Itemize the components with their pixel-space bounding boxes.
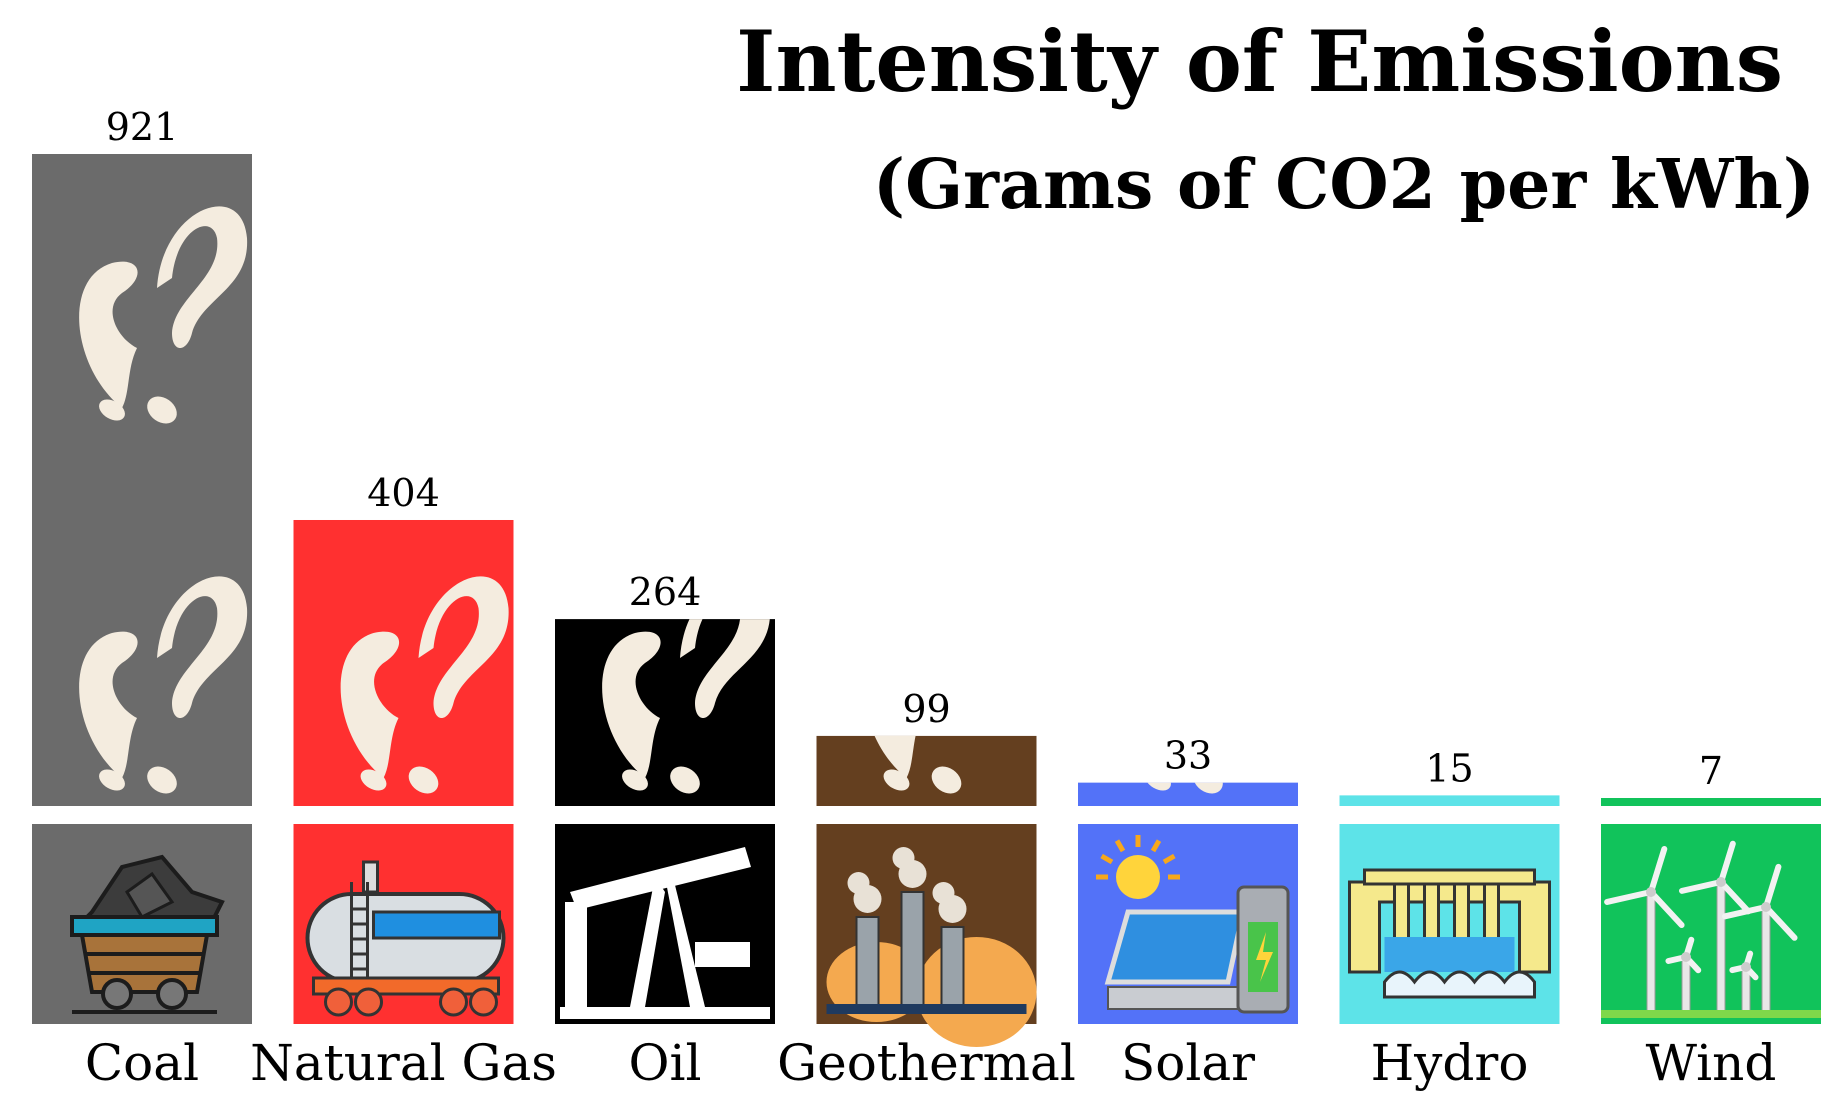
smoke-decoration bbox=[1648, 576, 1816, 799]
chart-title: Intensity of Emissions bbox=[736, 12, 1783, 111]
category-label: Natural Gas bbox=[250, 1034, 557, 1092]
smoke-droplet-shape bbox=[1145, 782, 1171, 791]
category-label: Oil bbox=[629, 1034, 702, 1092]
oil-pumpjack-icon bbox=[555, 824, 775, 1024]
smoke-droplet-shape bbox=[99, 399, 125, 421]
smoke-curl-shape bbox=[942, 576, 1032, 718]
smoke-droplet-shape bbox=[622, 769, 648, 791]
bar-group bbox=[32, 154, 252, 806]
bar-geothermal bbox=[816, 735, 1037, 806]
solar-panel-icon bbox=[1078, 824, 1298, 1024]
smoke-curl-shape bbox=[602, 631, 661, 778]
smoke-decoration bbox=[340, 576, 509, 794]
smoke-decoration bbox=[79, 206, 248, 794]
chart-subtitle: (Grams of CO2 per kWh) bbox=[872, 145, 1815, 225]
natural-gas-tanker-icon bbox=[293, 824, 514, 1024]
category-label: Solar bbox=[1121, 1034, 1255, 1092]
bar-group bbox=[1339, 576, 1560, 806]
value-label: 15 bbox=[1425, 746, 1473, 790]
bar-group bbox=[1601, 576, 1821, 806]
category-label: Coal bbox=[85, 1034, 199, 1092]
value-label: 921 bbox=[106, 105, 179, 149]
value-label: 99 bbox=[902, 687, 950, 731]
smoke-droplet-shape bbox=[931, 766, 962, 794]
bar-solar bbox=[1078, 782, 1298, 806]
smoke-curl-shape bbox=[79, 261, 138, 408]
smoke-droplet-shape bbox=[408, 766, 439, 794]
smoke-curl-shape bbox=[1726, 576, 1816, 718]
smoke-curl-shape bbox=[157, 576, 248, 718]
bar-group bbox=[555, 619, 775, 806]
smoke-curl-shape bbox=[1465, 576, 1555, 718]
smoke-curl-shape bbox=[157, 206, 248, 348]
smoke-droplet-shape bbox=[1664, 765, 1697, 795]
hydro-dam-icon bbox=[1339, 824, 1560, 1024]
smoke-droplet-shape bbox=[147, 396, 177, 424]
smoke-curl-shape bbox=[79, 631, 138, 778]
value-label: 33 bbox=[1164, 734, 1212, 778]
smoke-decoration bbox=[874, 576, 1032, 794]
bar-group bbox=[293, 519, 514, 806]
value-label: 7 bbox=[1699, 749, 1723, 793]
category-label: Wind bbox=[1646, 1034, 1777, 1092]
bar-group bbox=[816, 576, 1037, 806]
value-label: 404 bbox=[367, 471, 440, 515]
smoke-droplet-shape bbox=[670, 766, 700, 794]
smoke-curl-shape bbox=[680, 619, 770, 718]
smoke-curl-shape bbox=[340, 631, 400, 778]
smoke-droplet-shape bbox=[147, 766, 177, 794]
smoke-curl-shape bbox=[1203, 576, 1293, 718]
smoke-droplet-shape bbox=[1193, 782, 1223, 794]
wind-turbine-icon bbox=[1601, 824, 1821, 1024]
bar-wind bbox=[1601, 798, 1821, 806]
smoke-curl-shape bbox=[1648, 632, 1706, 778]
smoke-decoration bbox=[1145, 576, 1293, 794]
geothermal-plant-icon bbox=[816, 824, 1037, 1047]
smoke-decoration bbox=[602, 619, 770, 794]
smoke-droplet-shape bbox=[99, 769, 125, 791]
bar-group bbox=[1078, 576, 1298, 806]
category-label: Hydro bbox=[1371, 1034, 1529, 1092]
smoke-droplet-shape bbox=[883, 769, 910, 791]
bar-hydro bbox=[1339, 795, 1560, 806]
smoke-curl-shape bbox=[418, 576, 509, 718]
value-label: 264 bbox=[629, 570, 702, 614]
smoke-curl-shape bbox=[874, 735, 916, 778]
smoke-droplet-shape bbox=[360, 769, 387, 791]
category-label: Geothermal bbox=[777, 1034, 1076, 1092]
coal-cart-icon bbox=[32, 824, 252, 1024]
